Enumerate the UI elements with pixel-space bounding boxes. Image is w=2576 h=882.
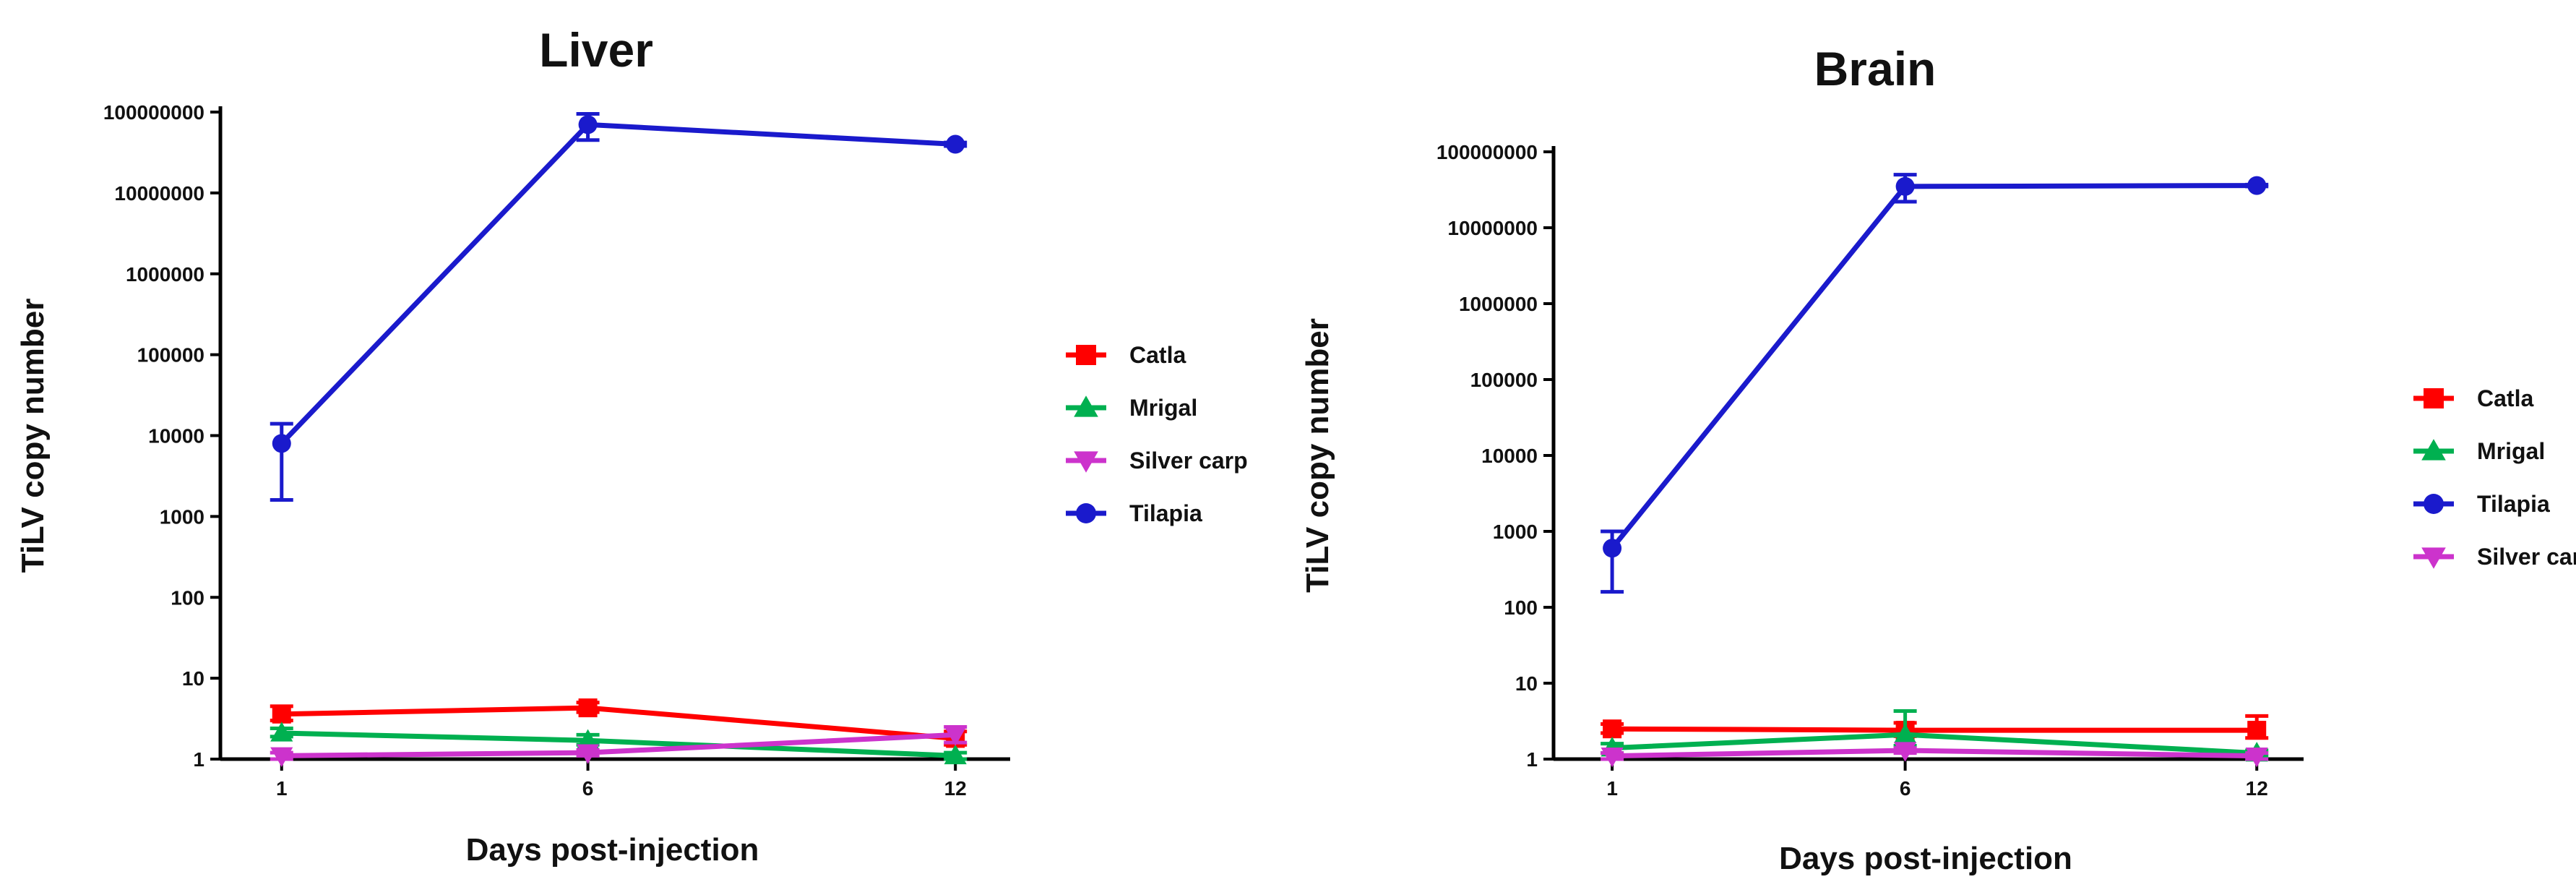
data-point — [944, 744, 967, 765]
legend-label: Silver carp — [1129, 448, 1248, 474]
y-tick-label: 100000000 — [103, 101, 204, 124]
data-point — [2247, 721, 2267, 740]
y-tick-label: 1 — [1526, 748, 1538, 771]
legend-marker — [2424, 494, 2444, 514]
legend-marker — [1076, 503, 1096, 523]
y-tick-label: 100000000 — [1436, 141, 1538, 163]
data-point — [272, 434, 291, 453]
series-silver-carp — [270, 724, 968, 767]
x-axis-label: Days post-injection — [1779, 841, 2072, 876]
data-point — [2245, 747, 2268, 768]
series-tilapia — [270, 111, 968, 502]
series-tilapia — [1601, 173, 2269, 594]
y-tick-label: 100000 — [137, 344, 204, 367]
y-tick-label: 100 — [171, 586, 204, 609]
legend-label: Mrigal — [1129, 395, 1197, 421]
legend-label: Catla — [1129, 342, 1186, 368]
data-point — [578, 698, 598, 718]
y-tick-label: 1000000 — [1459, 293, 1538, 315]
data-point — [578, 115, 598, 134]
y-tick-label: 10000000 — [114, 182, 204, 205]
y-tick-label: 1000 — [160, 505, 204, 528]
data-point — [270, 747, 293, 767]
x-tick-label: 6 — [1900, 777, 1911, 800]
legend: Catla Mrigal Silver carp Tilapia — [1066, 342, 1248, 526]
data-point — [946, 134, 965, 154]
legend-marker — [1074, 451, 1098, 473]
legend-label: Tilapia — [1129, 500, 1202, 526]
y-tick-label: 1000 — [1493, 521, 1538, 543]
series-silver-carp — [1601, 742, 2269, 768]
x-tick-label: 6 — [582, 777, 594, 800]
chart-liver: Liver 1 10 100 1000 10000 100000 1000000 1000000… — [15, 23, 1248, 868]
data-point — [270, 722, 293, 742]
series-line — [1612, 748, 2257, 759]
legend: Catla Mrigal Tilapia Silver carp — [2413, 385, 2576, 570]
chart-title: Brain — [1814, 42, 1937, 95]
data-point — [1601, 747, 1624, 768]
y-tick-label: 10000 — [1481, 445, 1538, 467]
data-point — [1894, 723, 1917, 743]
y-axis-label: TiLV copy number — [15, 299, 51, 573]
x-tick-label: 1 — [1606, 777, 1618, 800]
y-tick-label: 10000000 — [1447, 217, 1538, 239]
y-tick-label: 10000 — [148, 425, 204, 448]
legend-label: Mrigal — [2477, 438, 2545, 464]
legend-marker — [2424, 388, 2444, 408]
legend-label: Tilapia — [2477, 491, 2550, 517]
y-tick-label: 1 — [193, 748, 204, 771]
x-tick-label: 12 — [944, 777, 967, 800]
data-point — [576, 744, 600, 764]
series-line — [1610, 183, 2257, 550]
data-point — [576, 729, 600, 749]
legend-marker — [1074, 395, 1098, 417]
x-axis-label: Days post-injection — [466, 832, 759, 868]
data-point — [272, 704, 291, 724]
chart-title: Liver — [539, 23, 653, 77]
x-tick-label: 1 — [276, 777, 288, 800]
x-tick-label: 12 — [2246, 777, 2268, 800]
y-tick-label: 100 — [1504, 596, 1538, 619]
chart-brain: Brain 1 10 100 1000 10000 100000 1000000 1000000… — [1300, 42, 2576, 876]
legend-marker — [2421, 547, 2446, 569]
data-point — [944, 726, 967, 746]
data-point — [1603, 719, 1622, 739]
legend-marker — [2421, 439, 2446, 461]
y-tick-label: 10 — [182, 667, 204, 690]
legend-label: Catla — [2477, 385, 2533, 411]
y-tick-label: 1000000 — [126, 263, 204, 286]
data-point — [1603, 539, 1622, 558]
y-tick-label: 100000 — [1470, 369, 1538, 391]
data-point — [1894, 742, 1917, 762]
series-line — [1612, 726, 2257, 733]
data-point — [1895, 176, 1915, 196]
y-axis-label: TiLV copy number — [1300, 318, 1335, 593]
series-line — [280, 121, 956, 445]
legend-label: Silver carp — [2477, 544, 2576, 570]
legend-marker — [1076, 345, 1096, 365]
y-tick-label: 10 — [1515, 672, 1538, 695]
data-point — [2247, 176, 2267, 195]
